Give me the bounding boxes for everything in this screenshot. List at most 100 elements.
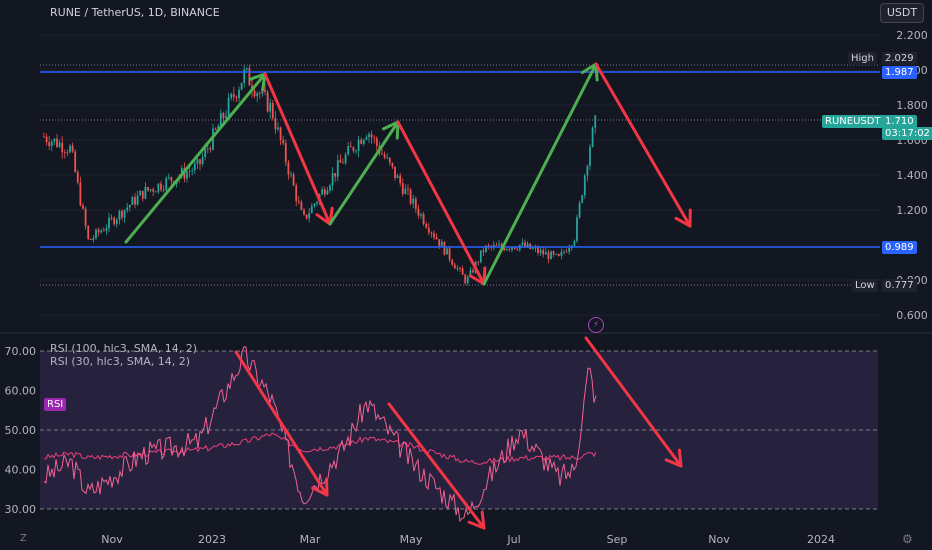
arrow-head (664, 458, 683, 468)
candle (287, 162, 290, 175)
candle (326, 190, 329, 195)
candle (167, 177, 170, 179)
candle (492, 244, 495, 248)
candle (583, 175, 586, 196)
candle (71, 145, 74, 152)
candle (563, 251, 565, 253)
trend-arrow (396, 120, 486, 286)
rsi-legend-1[interactable]: RSI (100, hlc3, SMA, 14, 2) (50, 342, 197, 355)
candle (417, 208, 420, 216)
lightning-alert-icon[interactable]: ⚡ (588, 317, 604, 333)
price-tick: 1.200 (896, 204, 928, 217)
candle (422, 214, 425, 225)
symbol-tag: RUNEUSDT (822, 115, 884, 128)
candle (243, 69, 246, 83)
candle (292, 174, 295, 186)
candle (521, 242, 524, 245)
candle (544, 252, 547, 255)
candle (373, 137, 376, 139)
candle (578, 202, 581, 218)
candle (82, 205, 84, 209)
last-price-tag: 1.710 (882, 115, 917, 128)
candle (355, 150, 357, 152)
candle (542, 249, 545, 255)
candle (362, 139, 365, 144)
candle (56, 138, 58, 147)
trend-arrow (124, 72, 267, 244)
candle (165, 178, 168, 190)
rsi-legend-2[interactable]: RSI (30, hlc3, SMA, 14, 2) (50, 355, 190, 368)
candle (84, 208, 87, 226)
candle (365, 137, 368, 140)
candle (154, 191, 157, 193)
candle (152, 189, 155, 192)
candle (552, 251, 555, 255)
candle (349, 146, 352, 148)
corner-label[interactable]: Z (20, 533, 27, 544)
candle (576, 217, 578, 241)
symbol-title[interactable]: RUNE / TetherUS, 1D, BINANCE (50, 6, 220, 19)
time-tick: Nov (708, 533, 730, 546)
candle (232, 94, 235, 97)
candle (420, 214, 422, 216)
candle (555, 254, 558, 255)
candle (48, 142, 51, 147)
candle (147, 187, 149, 191)
time-tick: Sep (607, 533, 628, 546)
candle (453, 264, 456, 269)
candle (305, 214, 308, 219)
candle (199, 159, 201, 164)
candle (160, 183, 162, 190)
candle (69, 145, 71, 153)
candle (524, 242, 526, 247)
candle (526, 243, 529, 247)
high-value: 2.029 (882, 52, 917, 65)
high-label: High (848, 52, 877, 65)
candle (394, 166, 396, 178)
arrow-head (311, 486, 329, 497)
candle (565, 251, 568, 253)
candle (191, 170, 194, 172)
candle (482, 250, 485, 252)
candle (336, 160, 339, 177)
rsi-tick: 30.00 (5, 503, 37, 516)
candle (451, 259, 454, 265)
time-tick: Mar (300, 533, 321, 546)
candle (256, 93, 259, 97)
candle (534, 247, 537, 249)
candle (505, 248, 508, 251)
candle (396, 175, 399, 178)
candle (323, 189, 326, 195)
candle (209, 148, 212, 150)
candle (193, 163, 196, 171)
candle (352, 147, 355, 151)
candle (342, 162, 344, 164)
candle (131, 197, 134, 206)
candle (321, 189, 324, 195)
time-tick: 2023 (198, 533, 226, 546)
candle (264, 89, 266, 92)
candle (162, 189, 165, 191)
candle (235, 96, 238, 99)
settings-gear-icon[interactable]: ⚙ (902, 532, 913, 546)
arrow-head (315, 213, 332, 226)
price-tick: 0.600 (896, 309, 928, 322)
candle (303, 209, 305, 215)
unit-button[interactable]: USDT (880, 3, 924, 23)
candle (274, 118, 277, 130)
candle (404, 188, 407, 195)
candle (446, 248, 448, 255)
candle (448, 248, 451, 260)
arrow-head (480, 510, 486, 530)
candle (477, 261, 480, 263)
candle (440, 241, 443, 246)
candle (227, 97, 230, 116)
candle (391, 162, 394, 167)
candle (170, 177, 173, 182)
candle (547, 252, 550, 260)
low-label: Low (852, 279, 878, 292)
trend-arrow (234, 350, 329, 497)
candle (329, 185, 331, 191)
price-pane-bg (0, 0, 880, 332)
candle (469, 270, 472, 278)
